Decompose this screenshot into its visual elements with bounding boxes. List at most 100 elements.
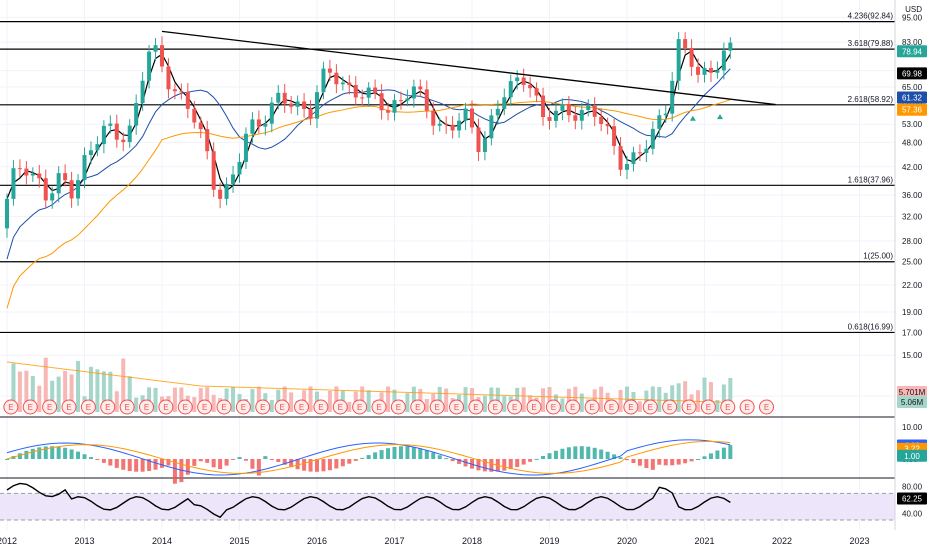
candle-body (56, 173, 61, 194)
macd-histogram-bar (721, 447, 726, 459)
earnings-event-label: E (8, 403, 13, 412)
volume-bar (502, 396, 507, 412)
candle-body (17, 168, 22, 170)
candle (360, 89, 365, 106)
year-tick-label: 2020 (617, 536, 637, 546)
candle (101, 120, 106, 154)
candle (37, 165, 42, 188)
candle (373, 79, 378, 100)
candle-body (88, 150, 93, 156)
volume-bar (657, 386, 662, 412)
candle (314, 85, 320, 128)
candle (95, 136, 100, 157)
macd-histogram-bar (586, 446, 591, 459)
rsi-pane (6, 482, 731, 519)
price-tick-label: 36.00 (902, 191, 923, 200)
macd-histogram-bar (50, 446, 55, 459)
candle (534, 82, 539, 103)
fib-levels[interactable]: 4.236(92.84) 3.618(79.88) 2.618(58.92) 1.61… (0, 12, 895, 334)
signal-line (6, 440, 731, 474)
macd-histogram-bar (689, 459, 694, 462)
candle-body (327, 68, 332, 73)
candle (302, 93, 307, 118)
candle-body (579, 109, 584, 121)
earnings-event-icon (390, 399, 406, 415)
earnings-event-label: E (260, 403, 265, 412)
volume-bar (541, 388, 546, 412)
candle-body (411, 86, 416, 99)
macd-histogram-bar (159, 459, 165, 468)
earnings-event-label: E (686, 403, 691, 412)
earnings-event-label: E (493, 403, 498, 412)
volume-bar (211, 394, 216, 412)
macd-histogram-bar (715, 450, 720, 459)
macd-histogram-bar (101, 459, 106, 463)
price-tick-label: 53.00 (902, 120, 923, 129)
candle-body (127, 125, 132, 143)
trendline[interactable] (161, 30, 776, 106)
volume-last-badge-bg (897, 386, 927, 398)
volume-bar (560, 398, 565, 412)
candle (696, 58, 701, 83)
volume-bar (334, 386, 339, 412)
volume-bar (205, 387, 210, 412)
candle-body (431, 110, 436, 126)
candle-body (205, 129, 210, 152)
earnings-event-label: E (86, 403, 91, 412)
candle (637, 144, 642, 162)
macd-histogram-bar (140, 459, 145, 472)
macd-histogram-bar (392, 446, 397, 459)
macd-histogram-bar (592, 447, 597, 459)
macd-histogram-bar (211, 459, 216, 468)
candle-body (134, 102, 139, 126)
candle (224, 177, 229, 206)
earnings-event-label: E (28, 403, 33, 412)
candle-body (508, 81, 513, 98)
candle (334, 64, 339, 94)
macd-line (6, 439, 731, 476)
volume-ma-line (6, 361, 731, 403)
macd-histogram-bar (353, 459, 358, 461)
macd-histogram-bar (508, 459, 513, 470)
earnings-event-label: E (512, 403, 517, 412)
candles[interactable] (4, 32, 733, 238)
earnings-event-icon (429, 399, 445, 415)
candle (69, 171, 74, 208)
earnings-event-label: E (357, 403, 362, 412)
candle-body (63, 173, 68, 181)
macd-histogram-bar (618, 457, 623, 459)
volume-bar (405, 393, 410, 412)
macd-histogram-bar (541, 455, 546, 459)
candle (450, 115, 455, 139)
candle-body (121, 139, 126, 143)
volume-bar (17, 371, 22, 412)
candle-body (172, 89, 177, 92)
macd-histogram-bar (114, 459, 119, 468)
candle (205, 120, 210, 160)
earnings-event-label: E (609, 403, 614, 412)
candle-body (618, 145, 623, 170)
candle-body (321, 68, 326, 93)
candle (82, 147, 87, 189)
candle-body (24, 168, 29, 176)
candle-body (560, 104, 565, 111)
earnings-event-icon (158, 399, 174, 415)
candle (437, 117, 442, 132)
macd-histogram-bar (612, 454, 617, 459)
candle-body (276, 92, 281, 103)
candle (599, 108, 604, 132)
macd-histogram-bar (127, 459, 132, 472)
year-tick-label: 2018 (462, 536, 482, 546)
macd-histogram-bar (405, 446, 410, 459)
year-tick-label: 2015 (229, 536, 249, 546)
macd-histogram-bar (166, 459, 171, 466)
volume-bar (676, 383, 681, 412)
candle-body (50, 193, 55, 201)
candle (256, 110, 261, 134)
candle (502, 88, 507, 116)
candle (63, 164, 68, 187)
year-tick-label: 2016 (307, 536, 327, 546)
